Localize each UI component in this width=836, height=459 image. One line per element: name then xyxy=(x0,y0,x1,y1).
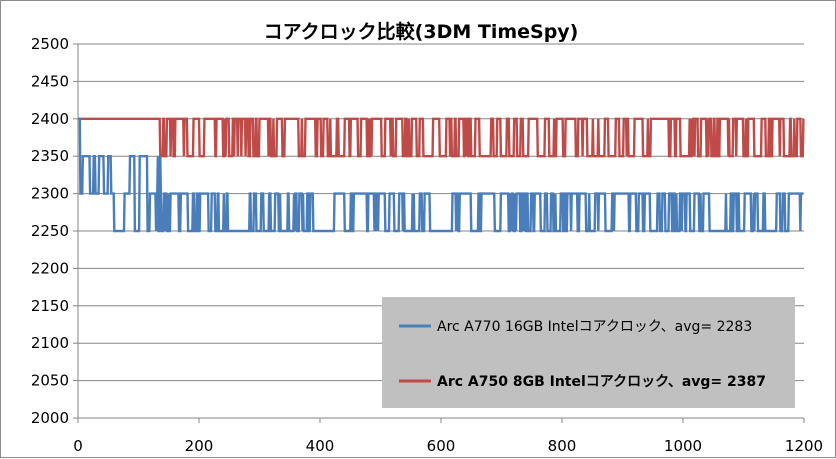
y-tick-label: 2450 xyxy=(31,72,69,90)
x-tick-label: 400 xyxy=(306,437,335,455)
legend-label-a750: Arc A750 8GB Intelコアクロック、avg= 2387 xyxy=(437,374,766,390)
legend-box xyxy=(382,297,795,408)
series-line-a750 xyxy=(78,117,805,158)
y-tick-label: 2200 xyxy=(31,259,69,277)
y-tick-label: 2050 xyxy=(31,372,69,390)
x-tick-label: 0 xyxy=(73,437,83,455)
y-tick-label: 2300 xyxy=(31,185,69,203)
y-tick-label: 2000 xyxy=(31,409,69,427)
x-tick-label: 1000 xyxy=(664,437,702,455)
series-layer xyxy=(78,117,805,233)
y-tick-label: 2250 xyxy=(31,222,69,240)
axis-layer: 2000205021002150220022502300235024002450… xyxy=(31,35,823,455)
y-tick-label: 2150 xyxy=(31,297,69,315)
y-tick-label: 2400 xyxy=(31,110,69,128)
y-tick-label: 2350 xyxy=(31,147,69,165)
y-tick-label: 2500 xyxy=(31,35,69,53)
x-tick-label: 1200 xyxy=(785,437,823,455)
x-tick-label: 600 xyxy=(427,437,456,455)
chart-title: コアクロック比較(3DM TimeSpy) xyxy=(264,20,579,43)
x-tick-label: 800 xyxy=(548,437,577,455)
legend: Arc A770 16GB Intelコアクロック、avg= 2283 Arc … xyxy=(382,297,795,408)
x-tick-label: 200 xyxy=(185,437,214,455)
legend-label-a770: Arc A770 16GB Intelコアクロック、avg= 2283 xyxy=(437,319,752,335)
y-tick-label: 2100 xyxy=(31,334,69,352)
series-line-a770 xyxy=(78,117,804,233)
